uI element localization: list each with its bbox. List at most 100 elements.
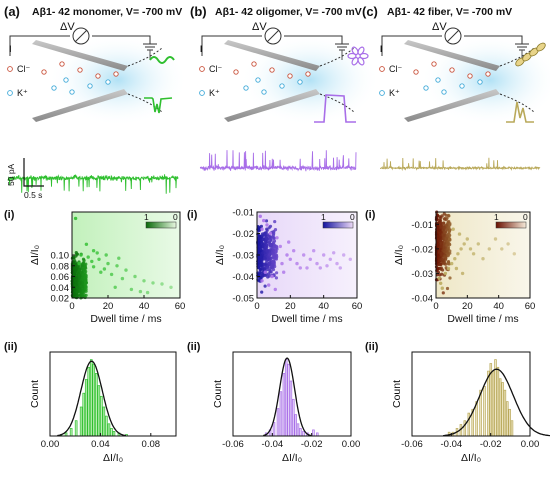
scatter-point (138, 289, 143, 294)
histogram-bar (287, 363, 290, 437)
ion-dot (95, 73, 101, 79)
y-tick-label: -0.05 (232, 294, 254, 305)
histogram-bar (112, 431, 116, 437)
ammeter-needle (446, 29, 460, 43)
scatter-point (440, 241, 444, 245)
scatter-point (263, 284, 267, 288)
scatter-point (445, 216, 449, 220)
scatter-point (442, 221, 446, 225)
ion-dot (59, 61, 65, 67)
histogram-bar (289, 380, 293, 437)
histogram-bar (110, 428, 113, 437)
ion-label-k: K⁺ (389, 88, 400, 98)
scatter-point (440, 286, 444, 290)
ion-label-cl: Cl⁻ (389, 64, 402, 74)
scatter-point (74, 281, 78, 285)
histogram-bar (272, 421, 276, 437)
scatter-point (77, 261, 81, 266)
histogram-bar (105, 415, 108, 437)
ion-legend-cl (7, 66, 13, 72)
axes-frame (411, 351, 531, 437)
histogram-bar (292, 398, 295, 437)
x-axis-label: ΔI/I₀ (103, 452, 123, 464)
schematic-oligomer (199, 27, 380, 126)
oligomer-icon (357, 46, 365, 56)
event-trace (506, 101, 534, 123)
trace-line (7, 174, 179, 194)
y-tick-label: -0.03 (232, 251, 254, 262)
x-tick-label: 40 (493, 301, 504, 312)
scatter-point (257, 235, 261, 239)
scatter-point (99, 270, 103, 274)
x-tick-label: 40 (139, 301, 150, 312)
scatter-point (447, 229, 451, 234)
scatter-point (267, 274, 271, 278)
scale-time-label: 0.5 s (24, 190, 42, 200)
ion-legend-cl (199, 66, 205, 72)
ion-dot (441, 89, 447, 95)
scatter-point (73, 216, 78, 221)
pipette-wall-top (32, 40, 128, 71)
scatter-point (79, 271, 84, 275)
scatter-point (262, 218, 266, 223)
scatter-point (265, 236, 269, 240)
x-tick-label: -0.04 (262, 439, 284, 450)
schematic-labels-b: Cl⁻ K⁺ ΔV I (200, 21, 267, 98)
scatter-point (287, 240, 291, 244)
scatter-point (73, 262, 77, 266)
ion-legend-k (379, 90, 385, 96)
scale-current-label: 50 pA (6, 163, 16, 186)
panel-c-letter: (c) (362, 4, 378, 19)
ion-dot (251, 61, 257, 67)
x-tick-label: -0.04 (441, 439, 463, 450)
scatter-point (265, 227, 269, 231)
scatter-point (282, 270, 286, 274)
tag-b-i: (i) (187, 209, 198, 221)
scatter-point (335, 261, 339, 266)
scatter-point (270, 235, 275, 239)
y-tick-label: 0.04 (51, 283, 70, 294)
x-tick-label: 0.00 (41, 439, 60, 450)
y-tick-label: 0.08 (51, 261, 70, 272)
x-tick-label: -0.06 (401, 439, 423, 450)
panel-b-letter: (b) (190, 4, 207, 19)
scatter-point (261, 251, 265, 255)
ion-dot (467, 73, 473, 79)
circuit-wire (381, 35, 442, 56)
scatter-point (77, 273, 81, 277)
scatter-point (264, 219, 269, 223)
scatter-point (459, 247, 463, 251)
histogram-bar (508, 408, 511, 437)
scatter-point (439, 221, 443, 225)
scatter-point (81, 289, 85, 293)
scatter-point (75, 290, 79, 294)
ion-dot (297, 79, 303, 85)
scatter-point (443, 250, 447, 254)
scatter-point (84, 284, 88, 288)
scatter-point (446, 213, 450, 218)
scatter-point (298, 266, 302, 270)
scatter-point (322, 253, 326, 257)
scatter-point (115, 264, 119, 268)
colorbar-label-min: 0 (173, 212, 178, 222)
x-tick-label: 0.04 (91, 439, 110, 450)
scatter-point (443, 255, 448, 259)
scatter-point (269, 243, 274, 247)
field-line (319, 47, 355, 67)
scatter-point (512, 252, 516, 256)
scatter-point (325, 264, 329, 268)
scatter-point (258, 268, 262, 272)
scatter-point (443, 271, 448, 276)
tag-c-ii: (ii) (365, 341, 379, 353)
x-tick-label: 0.00 (521, 439, 540, 450)
ion-label-cl: Cl⁻ (209, 64, 222, 74)
histogram-bar (107, 423, 111, 437)
oligomer-icon (351, 46, 359, 56)
scatter-point (275, 271, 279, 275)
gaussian-fit-curve (57, 360, 127, 437)
y-axis-label: Count (29, 380, 41, 408)
scatter-point (441, 291, 445, 295)
scatter-point (260, 227, 264, 231)
scatter-point (448, 223, 452, 227)
ion-dot (287, 73, 293, 79)
